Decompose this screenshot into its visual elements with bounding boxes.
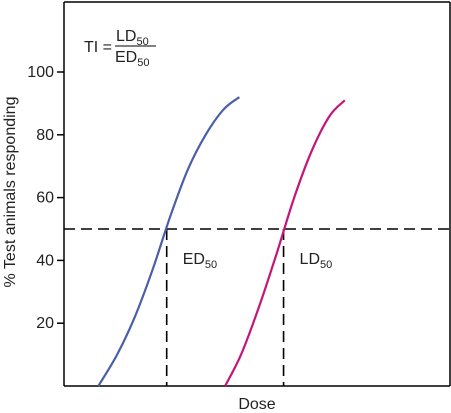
reference-labels: ED50 LD50 bbox=[183, 251, 333, 271]
curves bbox=[97, 96, 346, 387]
x-axis-label: Dose bbox=[238, 396, 275, 413]
formula-lhs: TI = bbox=[84, 39, 112, 56]
y-tick-label: 60 bbox=[36, 190, 54, 207]
series-curve-1 bbox=[97, 96, 240, 387]
plot-frame bbox=[63, 1, 451, 387]
y-tick-label: 100 bbox=[27, 64, 54, 81]
reference-label-1: ED50 bbox=[183, 251, 217, 271]
formula-numerator: LD50 bbox=[116, 28, 149, 48]
ti-formula: TI = LD50 ED50 bbox=[84, 28, 156, 69]
series-curve-2 bbox=[224, 99, 346, 387]
reference-label-2: LD50 bbox=[300, 251, 333, 271]
reference-lines bbox=[64, 228, 450, 386]
formula-denominator: ED50 bbox=[115, 49, 149, 69]
y-tick-label: 80 bbox=[36, 127, 54, 144]
y-ticks: 20 40 60 80 100 bbox=[27, 64, 64, 332]
y-axis-label: % Test animals responding bbox=[2, 97, 19, 288]
y-tick-label: 40 bbox=[36, 252, 54, 269]
y-tick-label: 20 bbox=[36, 315, 54, 332]
